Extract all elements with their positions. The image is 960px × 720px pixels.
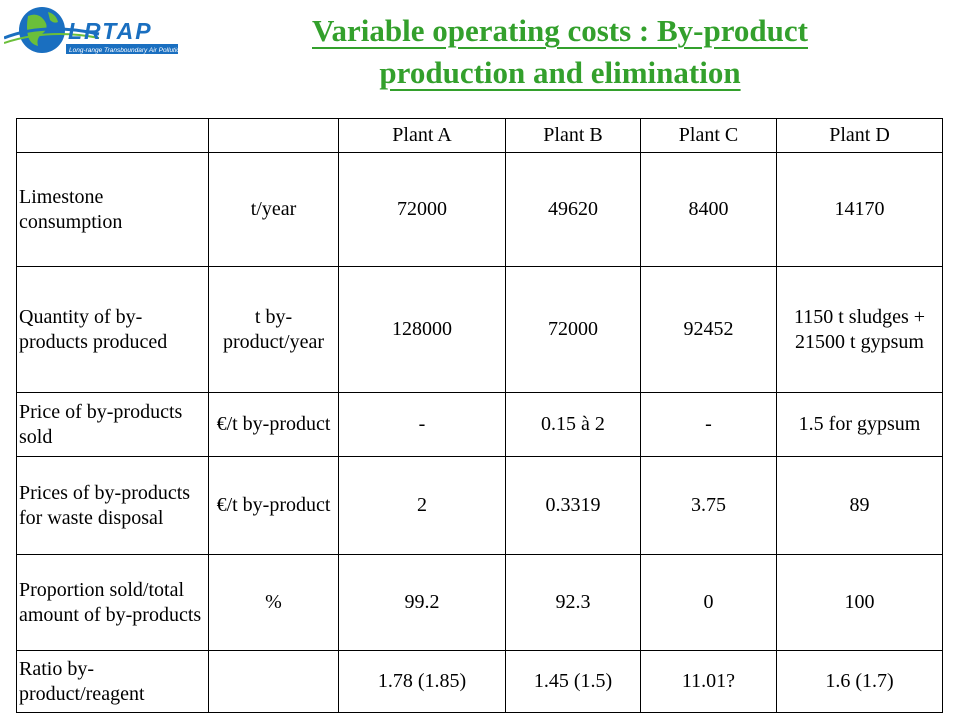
row-unit: €/t by-product xyxy=(208,456,339,555)
table-cell: 11.01? xyxy=(640,650,777,713)
table-cell: 100 xyxy=(776,554,943,651)
table-row: Quantity of by-products produced t by-pr… xyxy=(16,266,943,393)
table-row: Proportion sold/total amount of by-produ… xyxy=(16,554,943,651)
table-cell: 89 xyxy=(776,456,943,555)
table-cell: 2 xyxy=(338,456,506,555)
table-cell: 0.3319 xyxy=(505,456,641,555)
table-cell: 99.2 xyxy=(338,554,506,651)
table-cell: 1.78 (1.85) xyxy=(338,650,506,713)
table-cell: 1.45 (1.5) xyxy=(505,650,641,713)
header-cell: Plant B xyxy=(505,118,641,153)
row-label: Price of by-products sold xyxy=(16,392,209,457)
header-cell: Plant A xyxy=(338,118,506,153)
table-cell: 8400 xyxy=(640,152,777,267)
header-cell xyxy=(208,118,339,153)
table-cell: 92452 xyxy=(640,266,777,393)
table-row: Price of by-products sold €/t by-product… xyxy=(16,392,943,457)
table-row: Limestone consumption t/year 72000 49620… xyxy=(16,152,943,267)
row-label: Quantity of by-products produced xyxy=(16,266,209,393)
table-cell: 72000 xyxy=(505,266,641,393)
table-row: Ratio by-product/reagent 1.78 (1.85) 1.4… xyxy=(16,650,943,713)
row-label: Prices of by-products for waste disposal xyxy=(16,456,209,555)
row-unit: % xyxy=(208,554,339,651)
table-cell: 1.6 (1.7) xyxy=(776,650,943,713)
table-cell: 14170 xyxy=(776,152,943,267)
table-cell: - xyxy=(640,392,777,457)
row-unit: €/t by-product xyxy=(208,392,339,457)
header-cell xyxy=(16,118,209,153)
table-cell: - xyxy=(338,392,506,457)
cost-table: Plant A Plant B Plant C Plant D Limeston… xyxy=(16,118,943,713)
table-cell: 3.75 xyxy=(640,456,777,555)
table-cell: 1150 t sludges + 21500 t gypsum xyxy=(776,266,943,393)
lrtap-logo: LRTAP Long-range Transboundary Air Pollu… xyxy=(3,2,204,60)
row-unit xyxy=(208,650,339,713)
logo-text: LRTAP xyxy=(68,18,153,44)
page-title: Variable operating costs : By-product pr… xyxy=(230,10,890,94)
row-unit: t/year xyxy=(208,152,339,267)
row-label: Proportion sold/total amount of by-produ… xyxy=(16,554,209,651)
table-row: Prices of by-products for waste disposal… xyxy=(16,456,943,555)
logo-subtitle: Long-range Transboundary Air Pollution xyxy=(69,47,184,54)
title-line-1: Variable operating costs : By-product xyxy=(312,13,808,48)
table-cell: 0 xyxy=(640,554,777,651)
table-cell: 49620 xyxy=(505,152,641,267)
table-cell: 92.3 xyxy=(505,554,641,651)
row-unit: t by-product/year xyxy=(208,266,339,393)
table-cell: 72000 xyxy=(338,152,506,267)
row-label: Limestone consumption xyxy=(16,152,209,267)
row-label: Ratio by-product/reagent xyxy=(16,650,209,713)
table-cell: 0.15 à 2 xyxy=(505,392,641,457)
table-cell: 128000 xyxy=(338,266,506,393)
header-cell: Plant C xyxy=(640,118,777,153)
table-cell: 1.5 for gypsum xyxy=(776,392,943,457)
title-line-2: production and elimination xyxy=(379,55,741,90)
header-row: Plant A Plant B Plant C Plant D xyxy=(16,118,943,153)
header-cell: Plant D xyxy=(776,118,943,153)
